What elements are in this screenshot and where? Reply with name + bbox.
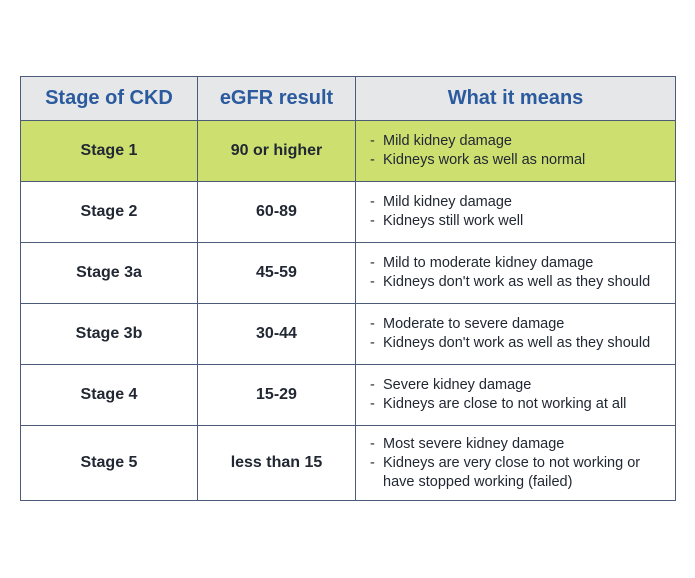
table-body: Stage 190 or higherMild kidney damageKid… <box>20 120 676 501</box>
meaning-cell: Mild kidney damageKidneys work as well a… <box>355 120 676 182</box>
meaning-list: Mild kidney damageKidneys still work wel… <box>370 193 675 231</box>
meaning-list: Most severe kidney damageKidneys are ver… <box>370 435 675 492</box>
table-row: Stage 415-29 Severe kidney damageKidneys … <box>20 364 676 426</box>
meaning-item: Kidneys are close to not working at all <box>370 395 675 414</box>
header-cell: Stage of CKD <box>20 76 198 121</box>
stage-cell: Stage 4 <box>20 364 198 426</box>
table-row: Stage 190 or higher Mild kidney damageKid… <box>20 120 676 182</box>
table-header: Stage of CKD eGFR result What it means <box>20 76 676 121</box>
meaning-list: Severe kidney damageKidneys are close to… <box>370 376 675 414</box>
header-row: Stage of CKD eGFR result What it means <box>20 76 676 121</box>
stage-cell: Stage 3b <box>20 303 198 365</box>
meaning-list: Mild to moderate kidney damageKidneys do… <box>370 254 675 292</box>
meaning-item: Severe kidney damage <box>370 376 675 395</box>
table-row: Stage 260-89 Mild kidney damageKidneys st… <box>20 181 676 243</box>
meaning-item: Mild kidney damage <box>370 193 675 212</box>
egfr-cell: 45-59 <box>197 242 356 304</box>
egfr-cell: less than 15 <box>197 425 356 501</box>
meaning-item: Kidneys don't work as well as they shoul… <box>370 334 675 353</box>
meaning-cell: Moderate to severe damageKidneys don't w… <box>355 303 676 365</box>
meaning-item: Kidneys are very close to not working or… <box>370 454 675 492</box>
stage-cell: Stage 5 <box>20 425 198 501</box>
meaning-item: Moderate to severe damage <box>370 315 675 334</box>
egfr-cell: 90 or higher <box>197 120 356 182</box>
meaning-cell: Mild to moderate kidney damageKidneys do… <box>355 242 676 304</box>
meaning-cell: Mild kidney damageKidneys still work wel… <box>355 181 676 243</box>
meaning-list: Moderate to severe damageKidneys don't w… <box>370 315 675 353</box>
egfr-cell: 60-89 <box>197 181 356 243</box>
stage-cell: Stage 3a <box>20 242 198 304</box>
ckd-table: Stage of CKD eGFR result What it means Sta… <box>20 76 676 501</box>
stage-cell: Stage 2 <box>20 181 198 243</box>
meaning-cell: Severe kidney damageKidneys are close to… <box>355 364 676 426</box>
egfr-cell: 15-29 <box>197 364 356 426</box>
header-cell: eGFR result <box>197 76 356 121</box>
egfr-cell: 30-44 <box>197 303 356 365</box>
stage-cell: Stage 1 <box>20 120 198 182</box>
header-cell: What it means <box>355 76 676 121</box>
meaning-list: Mild kidney damageKidneys work as well a… <box>370 132 675 170</box>
meaning-item: Kidneys work as well as normal <box>370 151 675 170</box>
meaning-item: Mild to moderate kidney damage <box>370 254 675 273</box>
meaning-item: Mild kidney damage <box>370 132 675 151</box>
meaning-cell: Most severe kidney damageKidneys are ver… <box>355 425 676 501</box>
meaning-item: Most severe kidney damage <box>370 435 675 454</box>
meaning-item: Kidneys don't work as well as they shoul… <box>370 273 675 292</box>
meaning-item: Kidneys still work well <box>370 212 675 231</box>
